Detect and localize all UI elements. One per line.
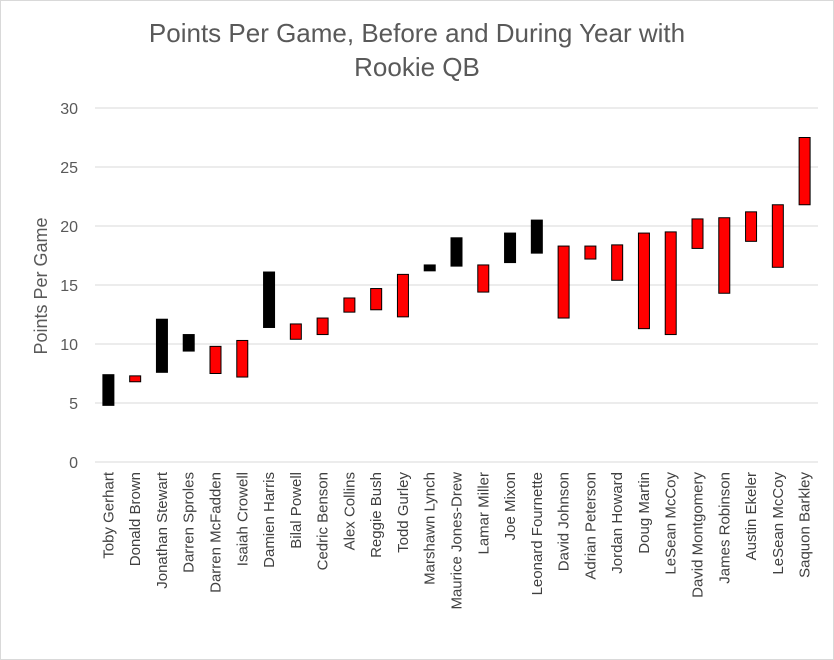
category-label: Joe Mixon bbox=[502, 472, 519, 540]
range-bar bbox=[664, 231, 677, 336]
category-label: Austin Ekeler bbox=[743, 472, 760, 560]
category-label: Bilal Powell bbox=[288, 472, 305, 549]
range-bar bbox=[102, 374, 115, 406]
y-tick-label: 30 bbox=[60, 101, 78, 118]
category-label: Todd Gurley bbox=[395, 472, 412, 553]
range-bar bbox=[182, 334, 195, 352]
y-tick-label: 10 bbox=[60, 337, 78, 354]
gridlines bbox=[95, 107, 818, 463]
y-tick-label: 25 bbox=[60, 160, 78, 177]
range-bar bbox=[798, 137, 811, 206]
y-tick-label: 20 bbox=[60, 219, 78, 236]
range-bar bbox=[423, 264, 436, 272]
category-label: Maurice Jones-Drew bbox=[449, 472, 466, 610]
category-label: James Robinson bbox=[716, 472, 733, 584]
range-bar bbox=[396, 273, 409, 318]
category-label: LeSean McCoy bbox=[770, 472, 787, 575]
range-bars bbox=[102, 137, 811, 406]
y-tick-label: 0 bbox=[69, 455, 78, 472]
category-label: Reggie Bush bbox=[368, 472, 385, 558]
range-bar bbox=[155, 318, 168, 373]
category-label: David Montgomery bbox=[690, 472, 707, 598]
range-bar bbox=[718, 217, 731, 294]
range-bar bbox=[450, 237, 463, 267]
category-label: Lamar Miller bbox=[475, 472, 492, 555]
range-bar bbox=[236, 339, 249, 378]
range-bar bbox=[745, 211, 758, 242]
y-tick-labels: 0 5 10 15 20 25 30 bbox=[60, 101, 78, 472]
range-bar bbox=[370, 288, 383, 311]
range-bar bbox=[316, 317, 329, 336]
category-label: Jordan Howard bbox=[609, 472, 626, 574]
range-bar bbox=[530, 219, 543, 254]
category-label: Donald Brown bbox=[127, 472, 144, 566]
y-axis-title: Points Per Game bbox=[31, 217, 51, 354]
category-label: Darren McFadden bbox=[208, 472, 225, 593]
category-label: Doug Martin bbox=[636, 472, 653, 554]
category-label: Darren Sproles bbox=[181, 472, 198, 573]
category-label: Saquon Barkley bbox=[797, 472, 814, 578]
range-bar bbox=[637, 232, 650, 330]
y-tick-label: 5 bbox=[69, 396, 78, 413]
range-bar bbox=[611, 244, 624, 281]
range-bar bbox=[343, 297, 356, 313]
range-bar bbox=[504, 232, 517, 264]
range-bar bbox=[263, 271, 276, 328]
category-labels: Toby Gerhart Donald Brown Jonathan Stewart… bbox=[100, 471, 813, 609]
range-bar bbox=[691, 218, 704, 249]
category-label: Damien Harris bbox=[261, 472, 278, 568]
range-bar bbox=[129, 375, 142, 383]
range-bar bbox=[477, 264, 490, 293]
category-label: Toby Gerhart bbox=[100, 471, 117, 559]
category-label: Isaiah Crowell bbox=[234, 472, 251, 566]
category-label: LeSean McCoy bbox=[663, 472, 680, 575]
chart-title-line-2: Rookie QB bbox=[354, 52, 480, 82]
category-label: Jonathan Stewart bbox=[154, 471, 171, 589]
range-bar bbox=[557, 245, 570, 319]
category-label: Alex Collins bbox=[341, 472, 358, 550]
category-label: Leonard Fournette bbox=[529, 472, 546, 595]
y-tick-label: 15 bbox=[60, 278, 78, 295]
category-label: Cedric Benson bbox=[315, 472, 332, 570]
range-bar bbox=[584, 245, 597, 260]
category-label: Marshawn Lynch bbox=[422, 472, 439, 585]
category-label: Adrian Peterson bbox=[582, 472, 599, 580]
range-bar bbox=[771, 204, 784, 268]
range-bar bbox=[209, 345, 222, 374]
range-bar bbox=[289, 323, 302, 340]
category-label: David Johnson bbox=[556, 472, 573, 571]
chart-title-line-1: Points Per Game, Before and During Year … bbox=[149, 18, 685, 48]
